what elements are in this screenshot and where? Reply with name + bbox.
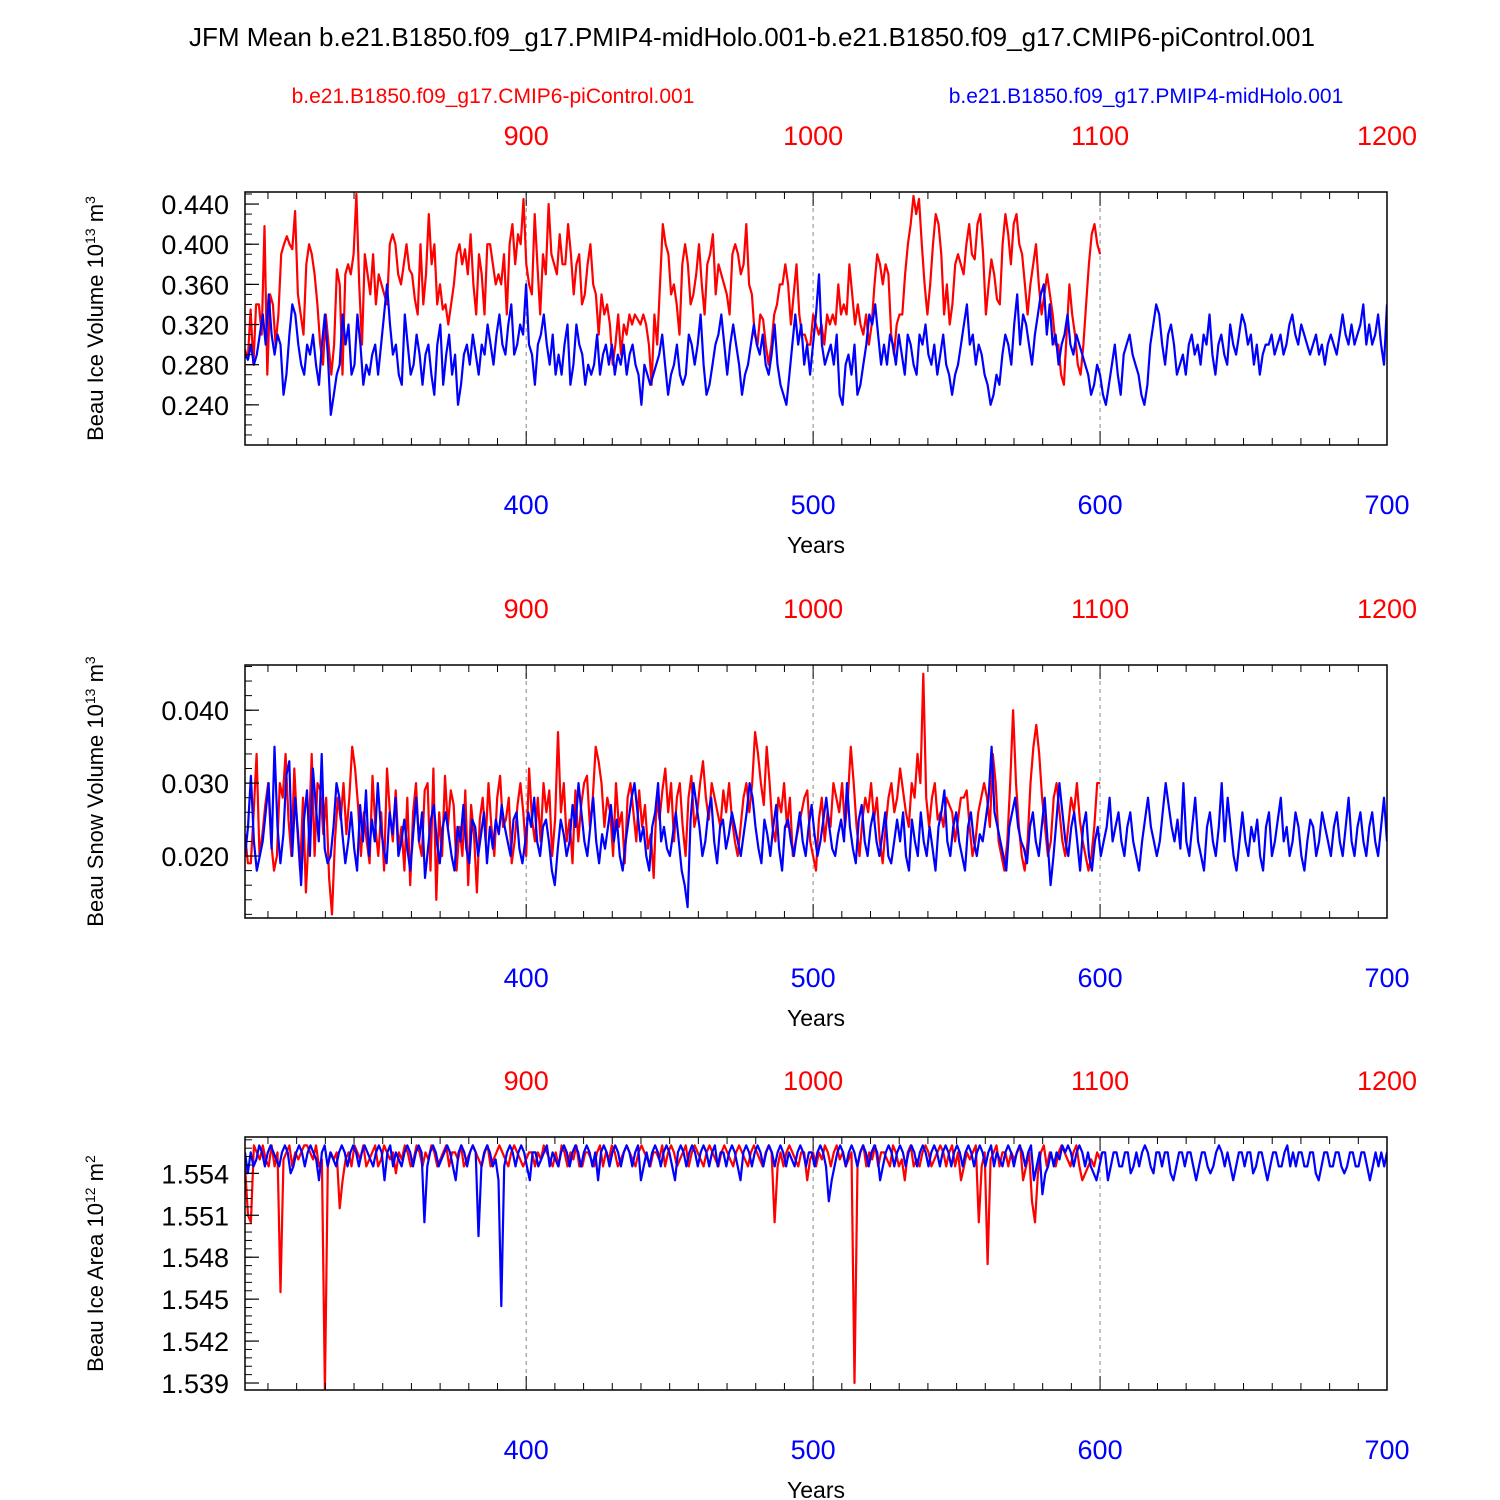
- bottom-tick-label: 700: [1364, 490, 1409, 520]
- y-tick-label: 1.542: [161, 1327, 229, 1357]
- top-tick-label: 1200: [1357, 594, 1417, 624]
- series-line-midHolo: [245, 1144, 1387, 1308]
- chart-panel-3: 400 500 600 700 900 1000 1100 1200 Years 1.539 1.5…: [82, 1066, 1417, 1500]
- y-tick-label: 1.551: [161, 1201, 229, 1231]
- bottom-tick-label: 700: [1364, 963, 1409, 993]
- chart-panel-2: 400 500 600 700 900 1000 1100 1200 Years 0.020 0.0…: [82, 594, 1417, 1031]
- y-axis-label-unit-exponent: 3: [82, 196, 98, 204]
- y-axis-label-unit: m: [83, 664, 108, 688]
- y-tick-label: 1.554: [161, 1159, 229, 1189]
- top-tick-label: 1000: [783, 121, 843, 151]
- bottom-tick-label: 600: [1078, 490, 1123, 520]
- y-axis-label-text: Beau Snow Volume 10: [83, 704, 108, 927]
- y-axis-label: Beau Ice Volume 1013 m3: [82, 196, 108, 441]
- y-axis-label-exponent: 12: [82, 1187, 98, 1203]
- bottom-tick-label: 500: [791, 1435, 836, 1465]
- top-tick-label: 1100: [1071, 1066, 1129, 1096]
- x-axis-label: Years: [787, 1005, 845, 1031]
- y-tick-label: 0.440: [161, 190, 229, 220]
- y-tick-label: 0.020: [161, 842, 229, 872]
- top-tick-label: 1000: [783, 1066, 843, 1096]
- y-tick-label: 1.539: [161, 1369, 229, 1399]
- bottom-tick-label: 400: [504, 1435, 549, 1465]
- bottom-tick-label: 500: [791, 963, 836, 993]
- y-axis-label-text: Beau Ice Area 10: [83, 1203, 108, 1372]
- plot-frame: [244, 1136, 1388, 1391]
- y-axis-label-unit-exponent: 2: [82, 1155, 98, 1163]
- top-tick-label: 1200: [1357, 121, 1417, 151]
- panels: 400 500 600 700 900 1000 1100 1200 Years 0.240 0.2…: [82, 121, 1417, 1500]
- legend-piControl: b.e21.B1850.f09_g17.CMIP6-piControl.001: [292, 85, 695, 108]
- legend-midHolo: b.e21.B1850.f09_g17.PMIP4-midHolo.001: [949, 85, 1344, 108]
- x-axis-label: Years: [787, 1477, 845, 1500]
- bottom-tick-label: 400: [504, 490, 549, 520]
- bottom-tick-label: 600: [1078, 1435, 1123, 1465]
- y-axis-label-unit-exponent: 3: [82, 656, 98, 664]
- plot-frame: [244, 191, 1388, 446]
- y-tick-label: 0.400: [161, 230, 229, 260]
- bottom-tick-label: 600: [1078, 963, 1123, 993]
- y-axis-label: Beau Ice Area 1012 m2: [82, 1155, 108, 1372]
- plot-frame: [244, 664, 1388, 919]
- y-axis-label-exponent: 13: [82, 688, 98, 704]
- y-tick-label: 0.320: [161, 311, 229, 341]
- top-tick-label: 900: [504, 594, 549, 624]
- top-tick-label: 900: [504, 121, 549, 151]
- y-axis-label: Beau Snow Volume 1013 m3: [82, 656, 108, 927]
- y-axis-label-unit: m: [83, 204, 108, 228]
- series-line-midHolo: [245, 273, 1387, 416]
- y-axis-label-text: Beau Ice Volume 10: [83, 244, 108, 441]
- y-axis-label-exponent: 13: [82, 228, 98, 244]
- y-tick-label: 1.545: [161, 1285, 229, 1315]
- chart-panel-1: 400 500 600 700 900 1000 1100 1200 Years 0.240 0.2…: [82, 121, 1417, 558]
- x-axis-label: Years: [787, 532, 845, 558]
- top-tick-label: 1200: [1357, 1066, 1417, 1096]
- bottom-tick-label: 400: [504, 963, 549, 993]
- top-tick-label: 900: [504, 1066, 549, 1096]
- bottom-tick-label: 500: [791, 490, 836, 520]
- series-line-midHolo: [245, 745, 1387, 909]
- y-tick-label: 0.360: [161, 270, 229, 300]
- y-tick-label: 0.280: [161, 351, 229, 381]
- y-axis-label-unit: m: [83, 1163, 108, 1187]
- figure-title: JFM Mean b.e21.B1850.f09_g17.PMIP4-midHo…: [189, 22, 1315, 52]
- top-tick-label: 1100: [1071, 594, 1129, 624]
- y-tick-label: 0.040: [161, 696, 229, 726]
- y-tick-label: 0.240: [161, 391, 229, 421]
- y-tick-label: 1.548: [161, 1243, 229, 1273]
- y-tick-label: 0.030: [161, 769, 229, 799]
- top-tick-label: 1100: [1071, 121, 1129, 151]
- top-tick-label: 1000: [783, 594, 843, 624]
- bottom-tick-label: 700: [1364, 1435, 1409, 1465]
